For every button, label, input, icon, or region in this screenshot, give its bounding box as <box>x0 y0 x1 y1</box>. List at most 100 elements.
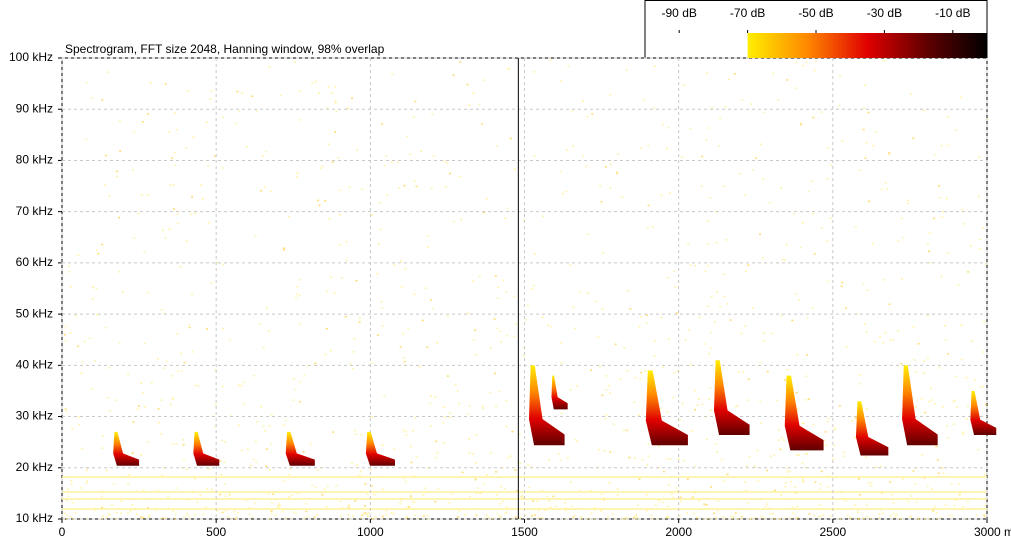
noise-speck <box>698 316 701 319</box>
noise-speck <box>636 504 639 507</box>
noise-speck <box>116 170 119 173</box>
noise-speck <box>769 513 772 515</box>
noise-speck <box>785 243 788 246</box>
noise-speck <box>665 517 668 519</box>
noise-speck <box>475 462 478 464</box>
noise-speck <box>496 513 499 515</box>
noise-speck <box>638 478 641 480</box>
noise-speck <box>74 314 77 317</box>
noise-speck <box>381 325 384 327</box>
noise-speck <box>759 143 762 146</box>
noise-speck <box>796 505 799 508</box>
noise-speck <box>859 494 862 496</box>
noise-speck <box>537 517 540 520</box>
noise-speck <box>206 467 209 470</box>
noise-speck <box>221 511 224 514</box>
noise-speck <box>747 264 750 266</box>
noise-speck <box>941 406 944 408</box>
noise-speck <box>875 466 878 469</box>
noise-speck <box>779 517 782 520</box>
noise-speck <box>749 103 752 105</box>
noise-speck <box>393 513 396 515</box>
noise-speck <box>901 478 904 480</box>
noise-speck <box>137 405 140 407</box>
noise-speck <box>435 440 438 443</box>
noise-speck <box>69 332 72 334</box>
noise-speck <box>811 307 814 309</box>
noise-speck <box>487 516 490 519</box>
noise-speck <box>802 422 805 425</box>
noise-speck <box>131 169 134 171</box>
noise-speck <box>324 200 327 202</box>
noise-speck <box>653 107 656 109</box>
noise-speck <box>900 517 903 520</box>
noise-speck <box>559 80 562 82</box>
noise-speck <box>940 467 943 469</box>
noise-speck <box>360 188 363 191</box>
noise-speck <box>277 505 280 507</box>
noise-speck <box>978 238 981 241</box>
noise-speck <box>706 220 709 222</box>
noise-speck <box>381 444 384 447</box>
noise-speck <box>726 473 729 476</box>
noise-speck <box>798 299 801 301</box>
noise-speck <box>856 312 859 315</box>
noise-speck <box>739 172 742 175</box>
noise-speck <box>889 481 892 483</box>
noise-speck <box>214 426 217 428</box>
noise-speck <box>331 92 334 94</box>
noise-speck <box>966 418 969 420</box>
noise-speck <box>521 495 524 497</box>
noise-speck <box>505 506 508 509</box>
noise-speck <box>515 490 518 492</box>
noise-speck <box>776 399 779 402</box>
noise-speck <box>635 515 638 517</box>
noise-speck <box>64 339 67 342</box>
noise-speck <box>456 390 459 393</box>
call <box>528 365 565 446</box>
noise-speck <box>983 504 986 507</box>
noise-speck <box>672 496 675 499</box>
noise-speck <box>101 243 104 246</box>
noise-speck <box>711 106 714 109</box>
noise-speck <box>614 343 617 346</box>
noise-speck <box>656 517 659 519</box>
noise-speck <box>105 516 108 518</box>
noise-speck <box>777 99 780 101</box>
noise-speck <box>127 474 130 476</box>
noise-speck <box>645 314 648 316</box>
noise-speck <box>709 387 712 389</box>
noise-speck <box>845 346 848 349</box>
noise-speck <box>162 229 165 232</box>
noise-speck <box>531 514 534 517</box>
noise-speck <box>762 178 765 180</box>
noise-speck <box>660 194 663 196</box>
noise-speck <box>112 483 115 486</box>
noise-speck <box>120 500 123 503</box>
noise-speck <box>541 517 544 519</box>
noise-speck <box>265 465 268 467</box>
noise-speck <box>532 284 535 287</box>
noise-speck <box>475 514 478 517</box>
noise-speck <box>740 332 743 335</box>
noise-speck <box>305 502 308 505</box>
noise-speck <box>108 367 111 369</box>
noise-speck <box>101 506 104 509</box>
noise-speck <box>406 135 409 138</box>
noise-speck <box>804 453 807 455</box>
noise-speck <box>841 140 844 142</box>
noise-speck <box>863 107 866 109</box>
noise-speck <box>762 517 765 519</box>
noise-speck <box>409 153 412 156</box>
noise-speck <box>481 407 484 410</box>
noise-speck <box>381 488 384 490</box>
noise-speck <box>653 339 656 342</box>
noise-speck <box>530 466 533 468</box>
noise-speck <box>633 401 636 404</box>
noise-speck <box>744 325 747 327</box>
noise-speck <box>964 517 967 520</box>
noise-speck <box>765 503 768 505</box>
noise-speck <box>191 196 194 198</box>
noise-speck <box>424 487 427 490</box>
noise-speck <box>360 517 363 519</box>
